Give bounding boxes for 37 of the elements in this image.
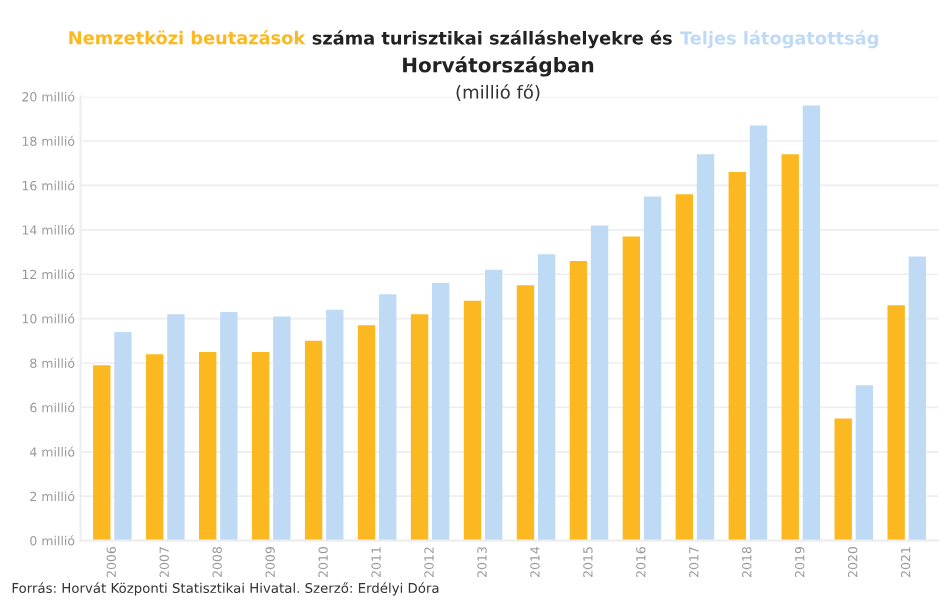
chart-title: száma turisztikai szálláshelyekre és [312,30,672,49]
text: Teljes látogatottság [680,30,878,49]
bar [167,314,185,541]
bar [326,309,344,541]
bar [749,125,768,541]
bar [675,194,693,541]
bar [114,331,132,541]
text: Nemzetközi beutazások [69,29,306,45]
bar [590,225,609,541]
bar [199,351,217,541]
bar [220,311,238,541]
bar [728,172,746,541]
bar [908,256,927,541]
annotation: (millió fő) [456,84,540,101]
bar [273,316,291,541]
bar [379,294,397,541]
chart-subtitle: Horvátországban [403,56,594,77]
bar [643,196,662,541]
bar [304,340,323,541]
bar [834,418,852,541]
bar [569,260,588,541]
bar [410,314,429,541]
bar [357,325,376,541]
bar [537,254,556,541]
bar [463,300,482,541]
bar [781,154,799,541]
bar [93,365,111,541]
bar [516,285,535,541]
bar [622,236,641,541]
bar [855,385,874,541]
bar [146,354,164,541]
bar [802,105,821,541]
bar [251,351,270,541]
bar [887,305,905,541]
bar [432,283,450,541]
bar [696,154,715,541]
bar [484,269,503,541]
